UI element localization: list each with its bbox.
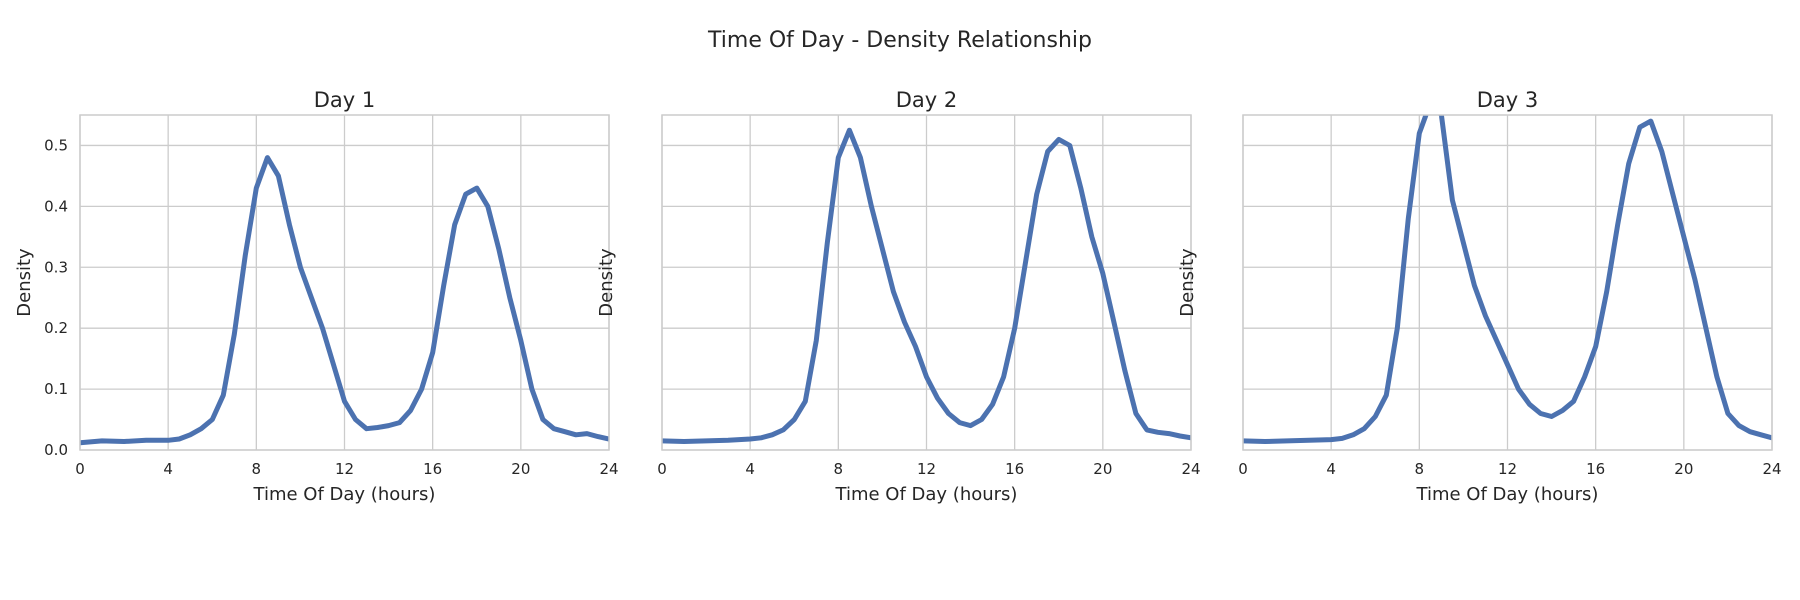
x-tick-label: 0 xyxy=(657,460,667,478)
y-axis-label: Density xyxy=(596,248,617,317)
x-axis-label: Time Of Day (hours) xyxy=(253,484,436,505)
x-tick-label: 12 xyxy=(335,460,354,478)
x-tick-label: 24 xyxy=(599,460,618,478)
x-tick-label: 12 xyxy=(917,460,936,478)
subplot-title: Day 1 xyxy=(314,88,376,112)
y-tick-label: 0.4 xyxy=(44,197,68,215)
x-axis-label: Time Of Day (hours) xyxy=(1416,484,1599,505)
x-tick-label: 4 xyxy=(1326,460,1336,478)
y-tick-label: 0.0 xyxy=(44,441,68,459)
x-tick-label: 0 xyxy=(75,460,85,478)
subplot-title: Day 2 xyxy=(896,88,958,112)
x-tick-label: 12 xyxy=(1498,460,1517,478)
x-tick-label: 16 xyxy=(1005,460,1024,478)
subplot-title: Day 3 xyxy=(1477,88,1539,112)
subplot-1: 0 4 8 12 16 20 24 0.0 0.1 0.2 0.3 0.4 0.5 Day 1 Time O… xyxy=(14,88,619,505)
plot-frame xyxy=(661,114,1192,451)
x-tick-label: 4 xyxy=(163,460,173,478)
density-line xyxy=(662,127,1191,444)
subplot-2: 0 4 8 12 16 20 24 Day 2 Time Of Day (hours) Densi… xyxy=(596,88,1201,505)
x-tick-label: 8 xyxy=(252,460,262,478)
y-tick-label: 0.2 xyxy=(44,319,68,337)
subplot-3: 0 4 8 12 16 20 24 Day 3 Time Of Day (hours) Densi… xyxy=(1177,88,1782,505)
plot-frame xyxy=(79,114,610,451)
x-tick-label: 16 xyxy=(1586,460,1605,478)
y-tick-label: 0.1 xyxy=(44,380,68,398)
x-tick-label: 20 xyxy=(1674,460,1693,478)
y-axis-label: Density xyxy=(1177,248,1198,317)
x-tick-label: 24 xyxy=(1181,460,1200,478)
density-line xyxy=(1243,115,1772,444)
x-tick-label: 20 xyxy=(1093,460,1112,478)
x-tick-label: 20 xyxy=(511,460,530,478)
x-axis-label: Time Of Day (hours) xyxy=(835,484,1018,505)
x-tick-label: 24 xyxy=(1762,460,1781,478)
y-tick-label: 0.3 xyxy=(44,258,68,276)
y-tick-label: 0.5 xyxy=(44,136,68,154)
x-tick-label: 8 xyxy=(1415,460,1425,478)
figure-title: Time Of Day - Density Relationship xyxy=(707,28,1092,53)
y-axis-label: Density xyxy=(14,248,35,317)
plot-frame xyxy=(1242,114,1773,451)
x-tick-label: 16 xyxy=(423,460,442,478)
density-line xyxy=(80,155,609,446)
x-tick-label: 4 xyxy=(745,460,755,478)
subplots: 0 4 8 12 16 20 24 0.0 0.1 0.2 0.3 0.4 0.5 Day 1 Time O… xyxy=(14,88,1782,505)
x-tick-label: 0 xyxy=(1238,460,1248,478)
x-tick-label: 8 xyxy=(834,460,844,478)
